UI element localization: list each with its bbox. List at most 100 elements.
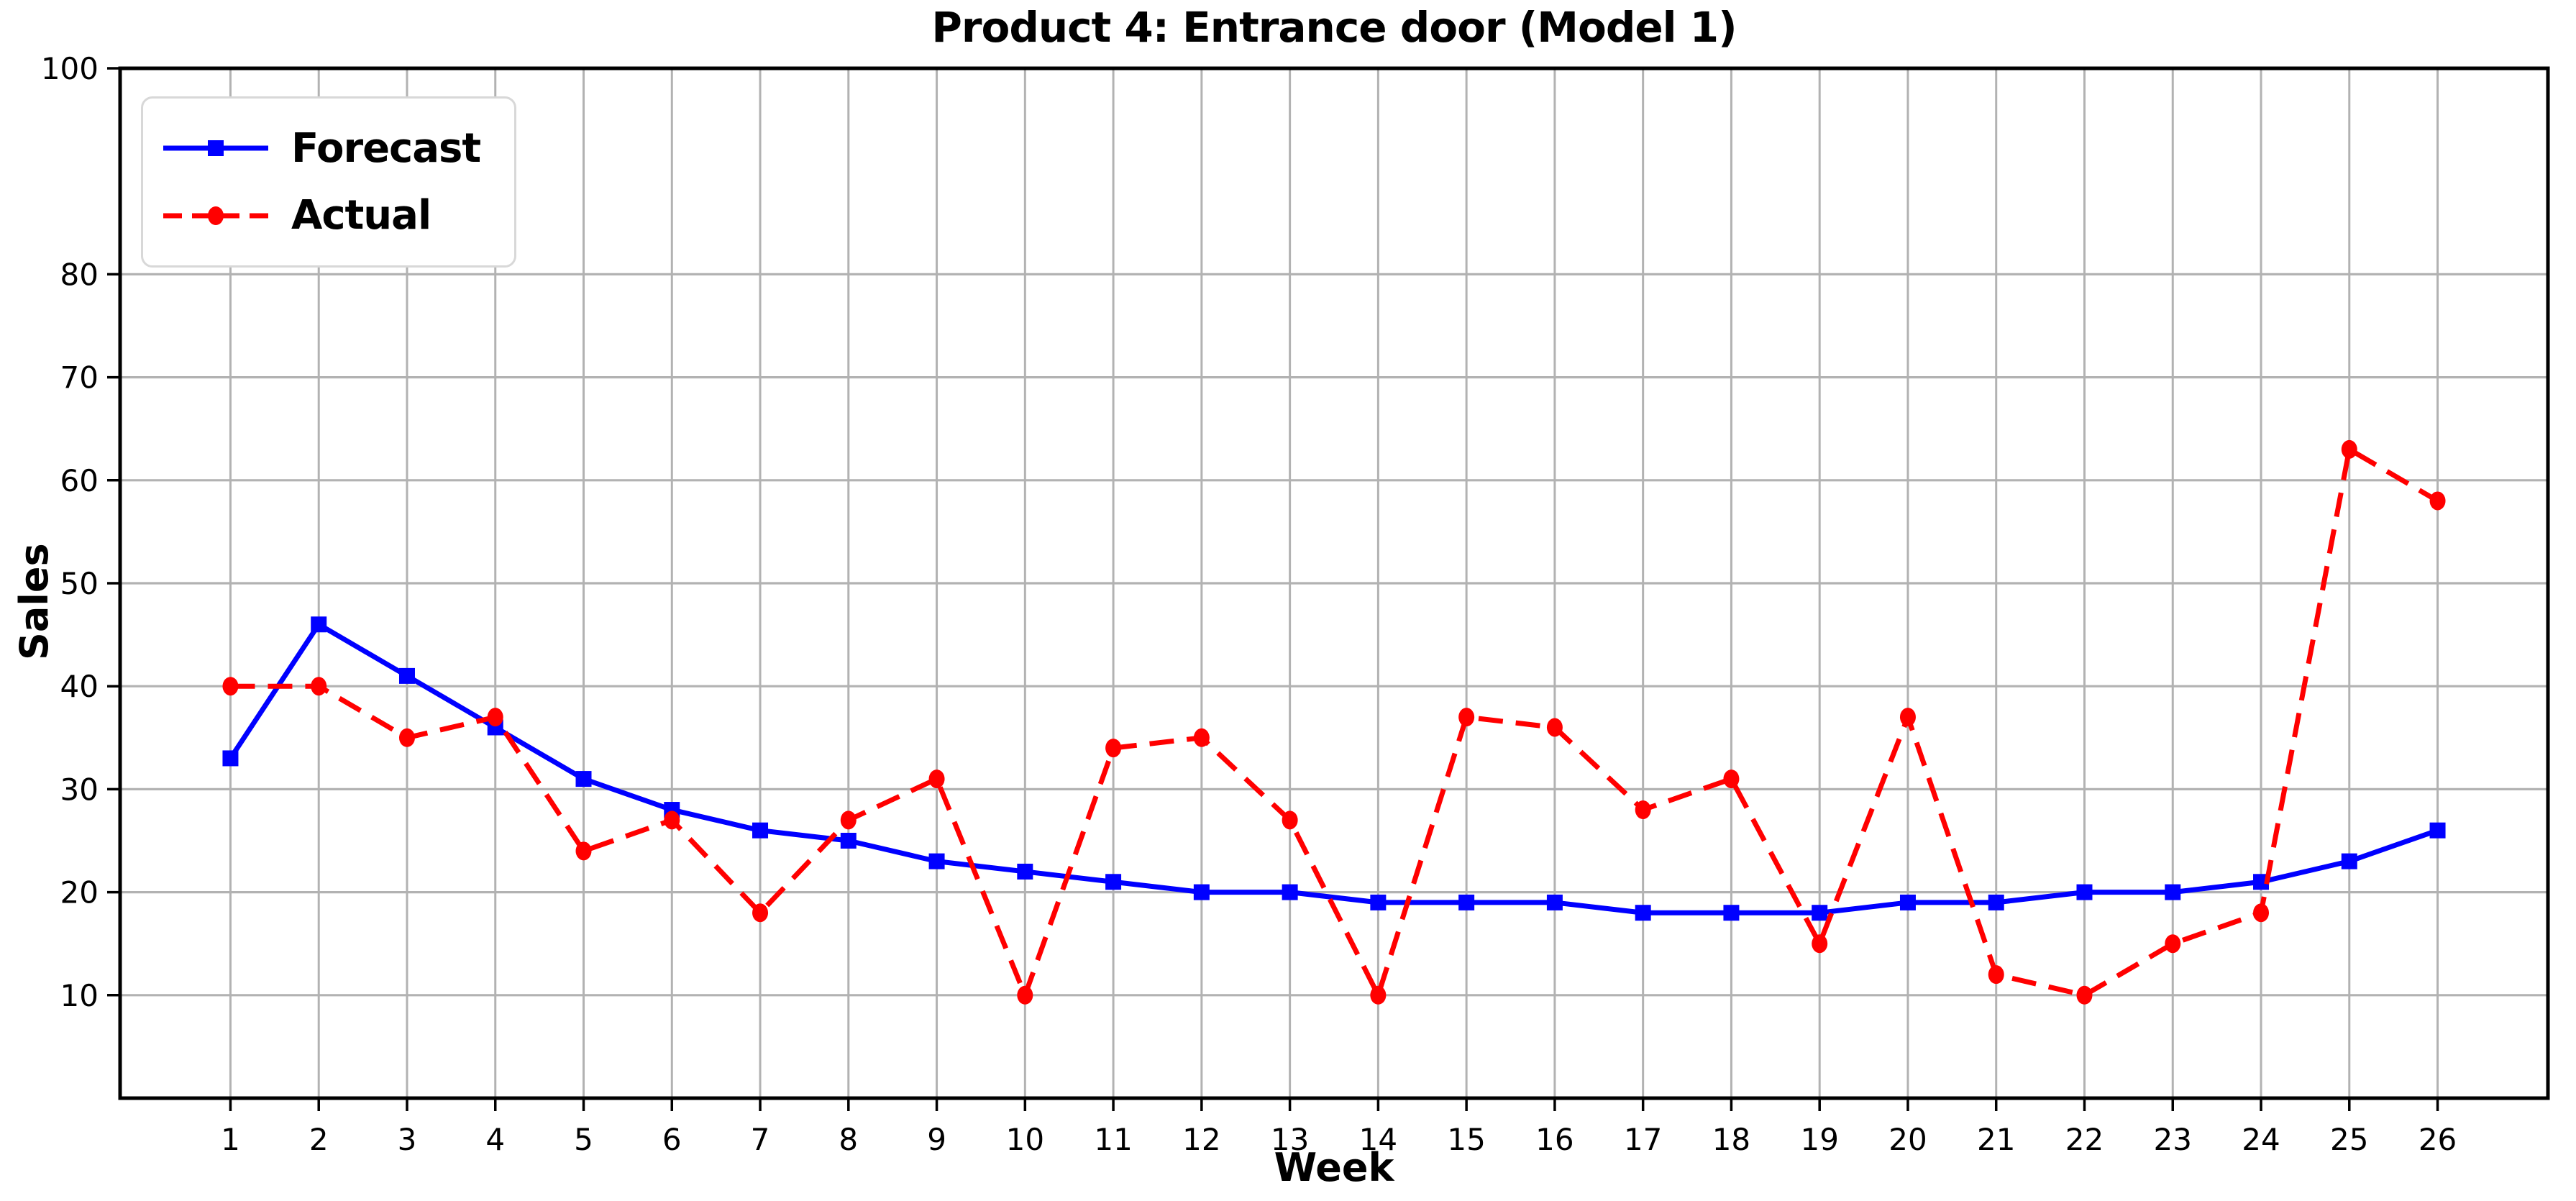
forecast-line-sample-icon: [163, 140, 268, 157]
actual-marker: [1546, 718, 1563, 737]
x-tick-label: 5: [574, 1122, 593, 1157]
x-tick-label: 6: [662, 1122, 682, 1157]
actual-marker: [1988, 965, 2004, 985]
x-tick-label: 7: [751, 1122, 770, 1157]
x-tick-label: 2: [309, 1122, 329, 1157]
forecast-marker: [1105, 874, 1122, 890]
x-tick-label: 16: [1535, 1122, 1574, 1157]
actual-marker: [575, 841, 592, 861]
x-tick-label: 21: [1977, 1122, 2015, 1157]
actual-marker: [398, 728, 415, 747]
actual-marker: [1899, 708, 1916, 727]
actual-marker: [664, 810, 680, 830]
forecast-marker: [1458, 894, 1475, 910]
actual-marker: [1458, 708, 1475, 727]
actual-marker: [2429, 491, 2446, 511]
legend: Forecast Actual: [141, 96, 516, 268]
actual-marker: [1105, 739, 1122, 758]
forecast-marker: [928, 853, 945, 869]
actual-marker: [1812, 934, 1828, 954]
y-tick-label: 60: [60, 463, 99, 498]
actual-marker: [752, 903, 769, 923]
x-axis-label: Week: [1274, 1145, 1394, 1190]
y-tick-label: 50: [60, 566, 99, 601]
actual-marker: [1635, 800, 1651, 820]
actual-marker: [1017, 985, 1033, 1005]
legend-item-actual: Actual: [162, 192, 495, 239]
forecast-marker: [1635, 905, 1651, 921]
actual-marker: [1370, 985, 1387, 1005]
x-tick-label: 24: [2242, 1122, 2280, 1157]
y-tick-label: 30: [60, 772, 99, 807]
forecast-marker: [222, 750, 239, 767]
forecast-marker: [1017, 863, 1033, 880]
actual-marker: [2076, 985, 2093, 1005]
actual-marker: [2253, 903, 2270, 923]
x-tick-label: 20: [1888, 1122, 1927, 1157]
forecast-line: [228, 621, 2439, 915]
chart-title: Product 4: Entrance door (Model 1): [931, 3, 1737, 52]
forecast-marker: [1193, 884, 1210, 900]
forecast-marker: [575, 771, 592, 787]
forecast-marker: [2253, 874, 2270, 890]
forecast-marker: [2341, 853, 2357, 869]
x-tick-label: 3: [398, 1122, 417, 1157]
y-tick-label: 100: [41, 51, 99, 86]
legend-label-forecast: Forecast: [291, 124, 481, 172]
forecast-marker: [398, 667, 415, 684]
forecast-marker: [1899, 894, 1916, 910]
actual-marker: [1193, 728, 1210, 747]
actual-line: [230, 447, 2439, 998]
x-tick-label: 23: [2154, 1122, 2192, 1157]
forecast-marker: [2165, 884, 2181, 900]
forecast-marker: [2429, 822, 2446, 839]
actual-marker: [222, 677, 239, 696]
y-tick-label: 20: [60, 875, 99, 910]
x-tick-label: 18: [1712, 1122, 1750, 1157]
forecast-marker: [1812, 905, 1828, 921]
y-axis-label: Sales: [12, 543, 57, 660]
y-tick-label: 40: [60, 669, 99, 704]
legend-label-actual: Actual: [291, 192, 431, 239]
x-tick-label: 25: [2330, 1122, 2368, 1157]
y-tick-label: 70: [60, 360, 99, 396]
forecast-marker: [2076, 884, 2093, 900]
actual-marker: [2165, 934, 2181, 954]
y-tick-label: 80: [60, 257, 99, 292]
x-tick-label: 11: [1094, 1122, 1132, 1157]
x-tick-label: 22: [2065, 1122, 2104, 1157]
x-tick-label: 12: [1182, 1122, 1220, 1157]
actual-marker: [928, 770, 945, 789]
actual-marker: [487, 708, 503, 727]
forecast-marker: [1546, 894, 1563, 910]
forecast-marker: [840, 833, 857, 849]
forecast-marker: [752, 822, 769, 839]
forecast-marker: [1282, 884, 1298, 900]
y-tick-label: 10: [60, 978, 99, 1013]
x-tick-label: 19: [1800, 1122, 1838, 1157]
x-tick-label: 15: [1447, 1122, 1485, 1157]
actual-marker: [311, 677, 327, 696]
x-tick-label: 13: [1271, 1122, 1309, 1157]
x-tick-label: 1: [221, 1122, 240, 1157]
forecast-marker: [311, 616, 327, 633]
forecast-marker: [1370, 894, 1387, 910]
legend-item-forecast: Forecast: [162, 125, 495, 172]
actual-marker: [1723, 770, 1740, 789]
x-tick-label: 14: [1359, 1122, 1397, 1157]
x-tick-label: 9: [927, 1122, 946, 1157]
actual-sample-marker: [208, 206, 224, 225]
actual-marker: [2341, 439, 2357, 459]
x-tick-label: 4: [485, 1122, 505, 1157]
x-tick-label: 17: [1624, 1122, 1662, 1157]
x-tick-label: 8: [839, 1122, 858, 1157]
forecast-marker: [1988, 894, 2004, 910]
actual-marker: [840, 810, 857, 830]
forecast-sample-marker: [208, 140, 224, 157]
actual-marker: [1282, 810, 1298, 830]
x-tick-label: 26: [2419, 1122, 2457, 1157]
x-tick-label: 10: [1006, 1122, 1044, 1157]
actual-line-sample-icon: [163, 206, 268, 225]
